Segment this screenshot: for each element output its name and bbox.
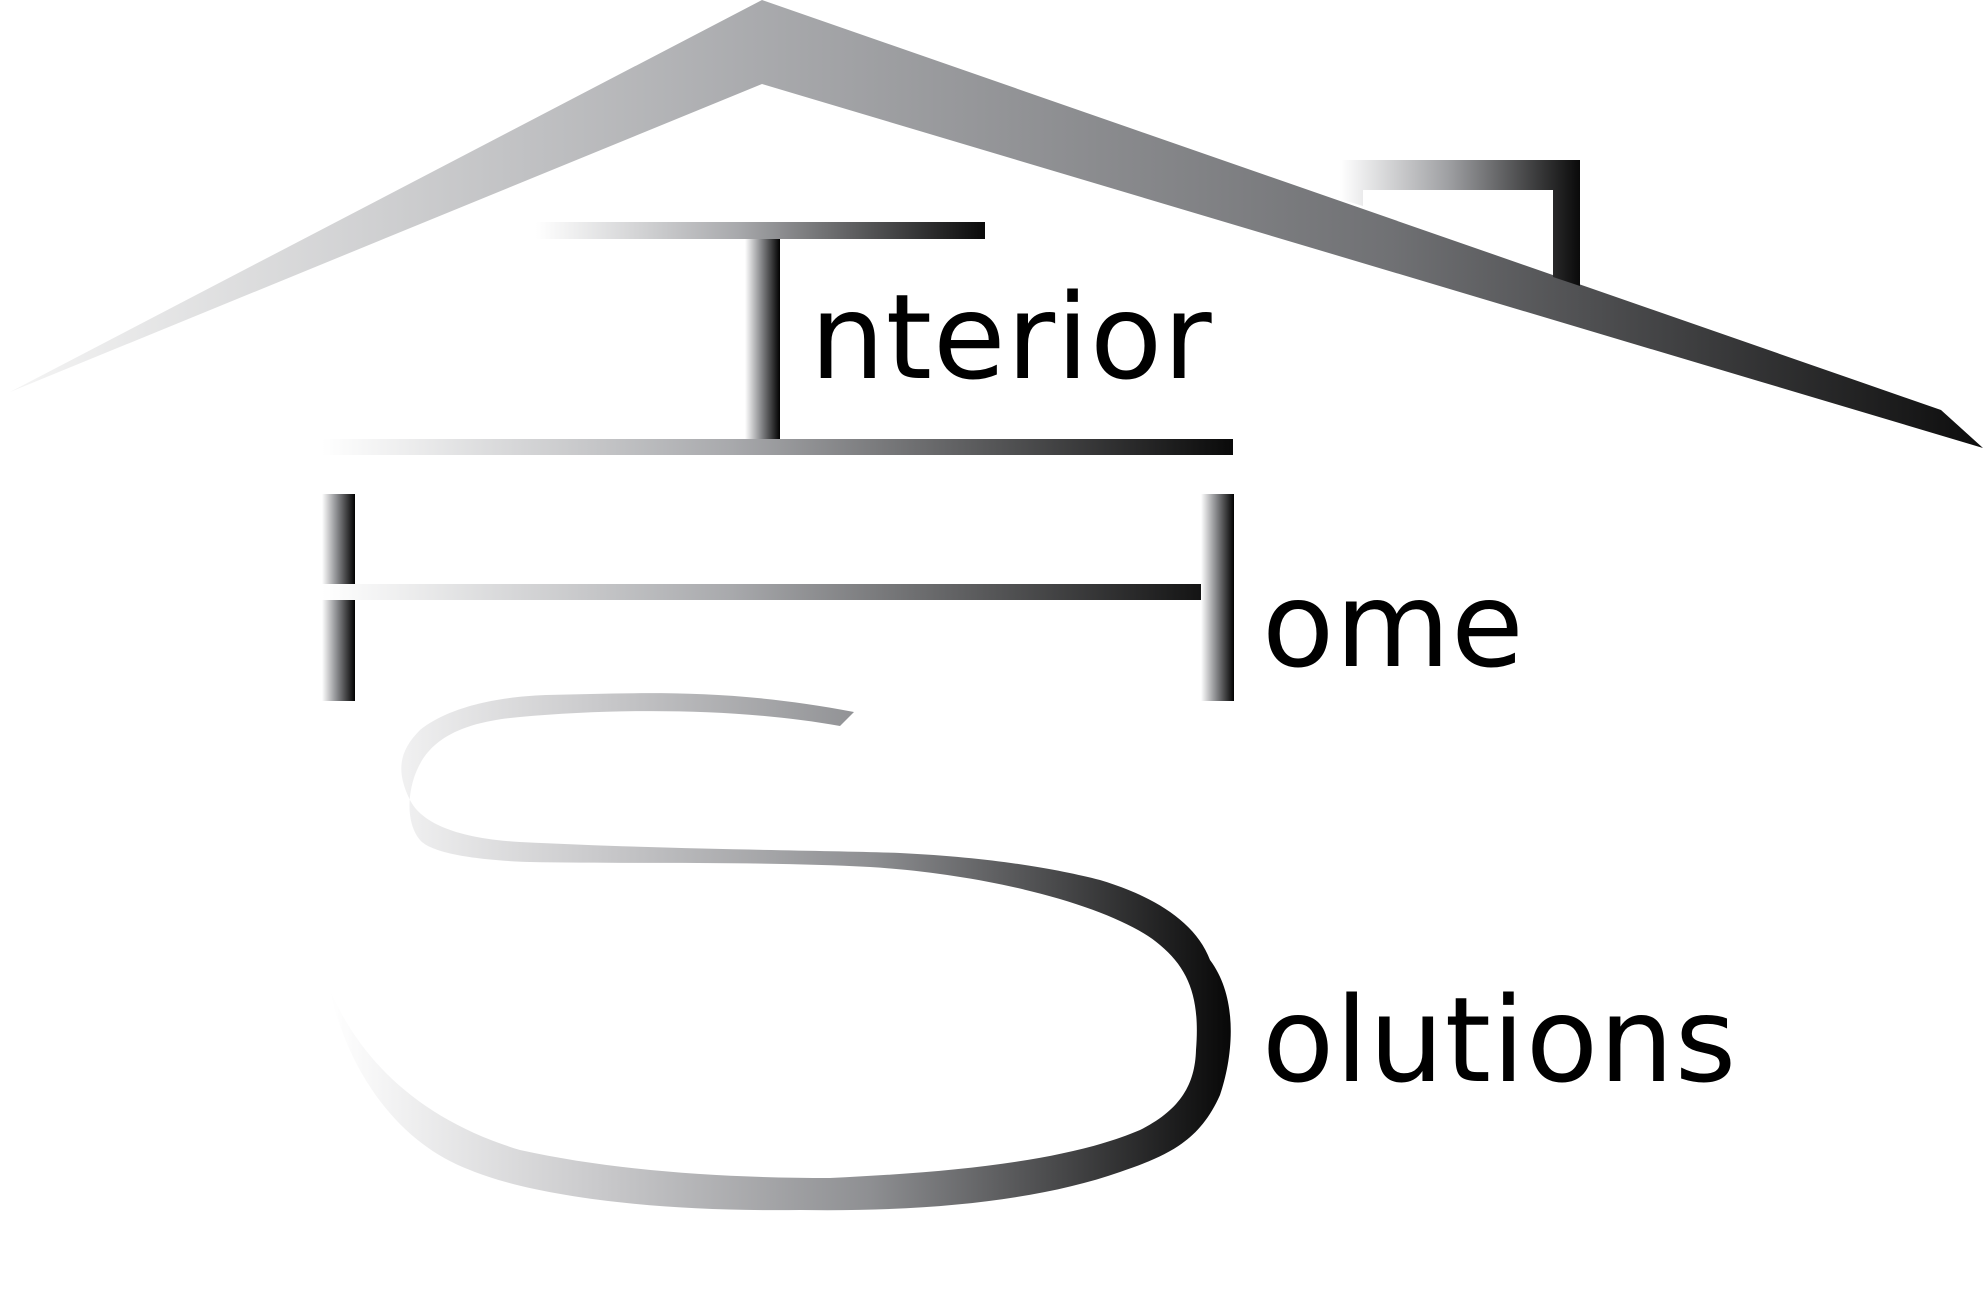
word-interior: nterior bbox=[810, 278, 1213, 396]
letter-i-bottom-bar bbox=[322, 439, 1233, 455]
word-home-text: ome bbox=[1262, 556, 1525, 694]
letter-h-right-stem bbox=[1201, 494, 1234, 701]
word-solutions: olutions bbox=[1262, 981, 1737, 1099]
word-home: ome bbox=[1262, 566, 1525, 684]
letter-s-shape bbox=[330, 693, 1231, 1211]
letter-i-stem bbox=[745, 239, 780, 441]
letter-h-crossbar bbox=[322, 584, 1233, 600]
word-interior-text: nterior bbox=[810, 268, 1213, 406]
letter-i-top-bar bbox=[536, 222, 985, 239]
chimney-shape bbox=[1340, 160, 1580, 286]
word-solutions-text: olutions bbox=[1262, 971, 1738, 1109]
roof-shape bbox=[10, 0, 1983, 448]
